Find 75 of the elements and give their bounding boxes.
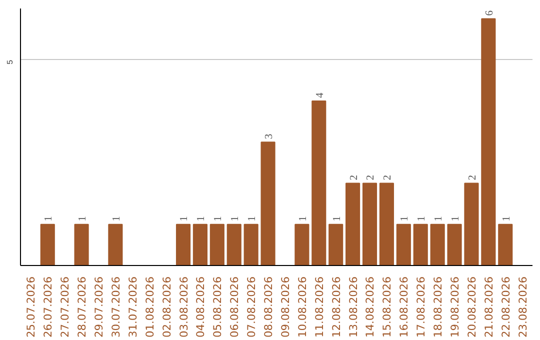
bar — [328, 224, 344, 266]
x-tick-label: 10.08.2026 — [296, 276, 309, 338]
bar — [481, 18, 496, 266]
y-tick-label: 5 — [6, 59, 14, 64]
bar — [294, 224, 310, 266]
data-label: 1 — [111, 216, 122, 222]
x-tick-label: 23.08.2026 — [516, 276, 530, 338]
x-tick-label: 05.08.2026 — [211, 276, 224, 338]
bar — [464, 182, 479, 266]
data-label: 1 — [78, 216, 89, 222]
x-tick-label: 18.08.2026 — [432, 276, 445, 338]
data-label: 4 — [314, 92, 326, 98]
bar — [413, 224, 428, 266]
x-tick-label: 17.08.2026 — [414, 276, 428, 338]
data-label: 1 — [332, 216, 343, 222]
x-tick-label: 26.07.2026 — [42, 276, 55, 338]
x-tick-label: 02.08.2026 — [160, 276, 174, 338]
x-tick-label: 01.08.2026 — [143, 276, 156, 338]
bar — [210, 224, 224, 266]
x-tick-label: 06.08.2026 — [228, 276, 242, 338]
bar — [260, 142, 276, 266]
bar — [362, 182, 378, 266]
bar — [498, 224, 513, 266]
data-label: 2 — [348, 174, 360, 180]
data-label: 2 — [467, 174, 478, 180]
bar — [176, 224, 191, 266]
x-tick-label: 29.07.2026 — [92, 276, 106, 338]
data-label: 6 — [484, 10, 496, 16]
data-label: 1 — [179, 216, 190, 222]
x-tick-label: 20.08.2026 — [465, 276, 478, 338]
x-tick-label: 12.08.2026 — [330, 276, 343, 338]
x-tick-label: 28.07.2026 — [76, 276, 89, 338]
x-tick-label: 19.08.2026 — [448, 276, 462, 338]
x-tick-label: 03.08.2026 — [177, 276, 190, 338]
bar — [244, 224, 258, 266]
bar — [430, 224, 445, 266]
bar — [74, 224, 89, 266]
data-label: 1 — [247, 216, 258, 222]
x-tick-label: 31.07.2026 — [126, 276, 140, 338]
x-tick-label: 09.08.2026 — [278, 276, 292, 338]
data-label: 2 — [382, 174, 394, 180]
x-tick-label: 08.08.2026 — [262, 276, 276, 338]
bar — [192, 224, 208, 266]
x-tick-label: 11.08.2026 — [312, 276, 326, 338]
bar — [447, 224, 462, 266]
data-label: 1 — [213, 216, 224, 222]
x-tick-label: 07.08.2026 — [245, 276, 258, 338]
x-tick-label: 04.08.2026 — [194, 276, 208, 338]
x-tick-label: 15.08.2026 — [380, 276, 394, 338]
x-tick-label: 30.07.2026 — [109, 276, 122, 338]
bar — [226, 224, 242, 266]
bar — [312, 100, 326, 266]
data-label: 1 — [196, 216, 208, 222]
data-label: 2 — [366, 174, 377, 180]
x-tick-label: 21.08.2026 — [482, 276, 496, 338]
data-label: 1 — [416, 216, 428, 222]
data-label: 1 — [400, 216, 411, 222]
data-label: 1 — [450, 216, 462, 222]
x-tick-label: 27.07.2026 — [58, 276, 72, 338]
x-tick-label: 14.08.2026 — [364, 276, 377, 338]
data-label: 3 — [264, 134, 276, 140]
x-tick-label: 16.08.2026 — [398, 276, 411, 338]
bar — [396, 224, 411, 266]
data-label: 1 — [44, 216, 55, 222]
bar — [108, 224, 123, 266]
x-tick-label: 13.08.2026 — [346, 276, 360, 338]
bar — [346, 182, 360, 266]
bar — [379, 182, 394, 266]
x-tick-label: 22.08.2026 — [499, 276, 512, 338]
data-label: 1 — [501, 216, 512, 222]
data-label: 1 — [298, 216, 309, 222]
data-label: 1 — [230, 216, 242, 222]
bar — [40, 224, 55, 266]
data-label: 1 — [434, 216, 445, 222]
x-tick-label: 25.07.2026 — [24, 276, 38, 338]
